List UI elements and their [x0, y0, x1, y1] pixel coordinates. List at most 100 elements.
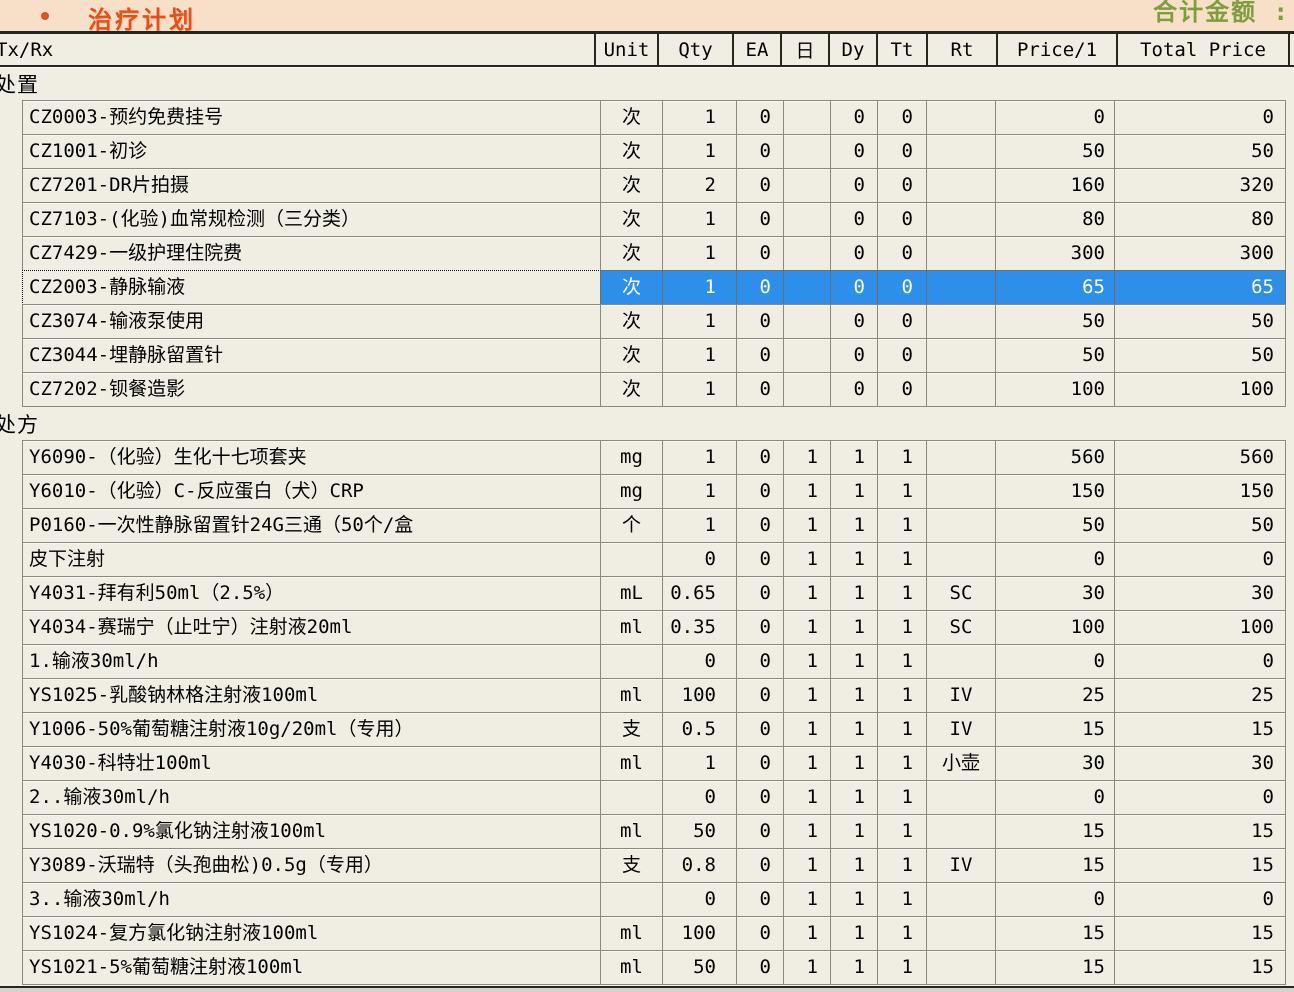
item-name-cell[interactable]: Y4031-拜有利50ml（2.5%） — [22, 576, 601, 611]
ea-cell[interactable]: 0 — [736, 508, 784, 543]
ea-cell[interactable]: 0 — [736, 644, 784, 679]
table-row[interactable]: YS1024-复方氯化钠注射液100ml ml 100 0 1 1 1 15 15 — [0, 916, 1294, 951]
unit-cell[interactable]: 支 — [600, 848, 663, 883]
price-cell[interactable]: 80 — [995, 202, 1115, 237]
day-cell[interactable]: 1 — [783, 610, 831, 645]
table-row[interactable]: CZ1001-初诊次 1 0 0 0 50 50 — [0, 134, 1294, 169]
unit-cell[interactable]: ml — [600, 746, 663, 781]
table-row[interactable]: 3..输液30ml/h 0 0 1 1 1 0 0 — [0, 882, 1294, 917]
qty-cell[interactable]: 1 — [662, 134, 737, 169]
day-cell[interactable]: 1 — [783, 848, 831, 883]
qty-cell[interactable]: 100 — [662, 678, 737, 713]
unit-cell[interactable]: 次 — [600, 100, 663, 135]
item-name-cell[interactable]: CZ3074-输液泵使用 — [22, 304, 601, 339]
day-cell[interactable]: 1 — [783, 882, 831, 917]
day-cell[interactable]: 1 — [783, 542, 831, 577]
dy-cell[interactable]: 1 — [830, 848, 878, 883]
price-cell[interactable]: 50 — [995, 304, 1115, 339]
day-cell[interactable]: 1 — [783, 814, 831, 849]
rt-cell[interactable]: SC — [926, 576, 996, 611]
ea-cell[interactable]: 0 — [736, 202, 784, 237]
qty-cell[interactable]: 1 — [662, 304, 737, 339]
unit-cell[interactable] — [600, 542, 663, 577]
price-cell[interactable]: 0 — [995, 644, 1115, 679]
tt-cell[interactable]: 1 — [877, 780, 927, 815]
item-name-cell[interactable]: YS1021-5%葡萄糖注射液100ml — [22, 950, 601, 985]
tt-cell[interactable]: 1 — [877, 916, 927, 951]
item-name-cell[interactable]: 1.输液30ml/h — [22, 644, 601, 679]
tt-cell[interactable]: 1 — [877, 882, 927, 917]
table-row[interactable]: 皮下注射 0 0 1 1 1 0 0 — [0, 542, 1294, 577]
ea-cell[interactable]: 0 — [736, 678, 784, 713]
unit-cell[interactable]: 次 — [600, 304, 663, 339]
qty-cell[interactable]: 1 — [662, 474, 737, 509]
tt-cell[interactable]: 0 — [877, 304, 927, 339]
ea-cell[interactable]: 0 — [736, 814, 784, 849]
table-row[interactable]: Y4030-科特壮100ml ml 1 0 1 1 1 小壶 30 30 — [0, 746, 1294, 781]
unit-cell[interactable] — [600, 882, 663, 917]
dy-cell[interactable]: 1 — [830, 950, 878, 985]
ea-cell[interactable]: 0 — [736, 372, 784, 407]
unit-cell[interactable]: 个 — [600, 508, 663, 543]
table-row[interactable]: YS1021-5%葡萄糖注射液100ml ml 50 0 1 1 1 15 15 — [0, 950, 1294, 985]
table-row[interactable]: Y1006-50%葡萄糖注射液10g/20ml（专用）支 0.5 0 1 1 1 IV 15 1… — [0, 712, 1294, 747]
total-cell[interactable]: 15 — [1114, 712, 1286, 747]
dy-cell[interactable]: 0 — [830, 372, 878, 407]
item-name-cell[interactable]: CZ1001-初诊 — [22, 134, 601, 169]
rt-cell[interactable] — [926, 338, 996, 373]
dy-cell[interactable]: 0 — [830, 236, 878, 271]
table-row[interactable]: YS1020-0.9%氯化钠注射液100ml ml 50 0 1 1 1 15 15 — [0, 814, 1294, 849]
day-cell[interactable]: 1 — [783, 746, 831, 781]
total-cell[interactable]: 300 — [1114, 236, 1286, 271]
rt-cell[interactable]: IV — [926, 848, 996, 883]
item-name-cell[interactable]: YS1025-乳酸钠林格注射液100ml — [22, 678, 601, 713]
ea-cell[interactable]: 0 — [736, 780, 784, 815]
table-row[interactable]: Y4031-拜有利50ml（2.5%） mL 0.65 0 1 1 1 SC 30 30 — [0, 576, 1294, 611]
tt-cell[interactable]: 1 — [877, 678, 927, 713]
dy-cell[interactable]: 1 — [830, 440, 878, 475]
tt-cell[interactable]: 0 — [877, 270, 927, 305]
total-cell[interactable]: 30 — [1114, 746, 1286, 781]
dy-cell[interactable]: 1 — [830, 678, 878, 713]
price-cell[interactable]: 50 — [995, 338, 1115, 373]
table-row[interactable]: CZ3044-埋静脉留置针次 1 0 0 0 50 50 — [0, 338, 1294, 373]
total-cell[interactable]: 15 — [1114, 848, 1286, 883]
rt-cell[interactable] — [926, 916, 996, 951]
rt-cell[interactable] — [926, 100, 996, 135]
rt-cell[interactable] — [926, 304, 996, 339]
ea-cell[interactable]: 0 — [736, 236, 784, 271]
total-cell[interactable]: 100 — [1114, 610, 1286, 645]
item-name-cell[interactable]: YS1020-0.9%氯化钠注射液100ml — [22, 814, 601, 849]
ea-cell[interactable]: 0 — [736, 542, 784, 577]
unit-cell[interactable]: ml — [600, 916, 663, 951]
rt-cell[interactable] — [926, 474, 996, 509]
rt-cell[interactable] — [926, 780, 996, 815]
tt-cell[interactable]: 0 — [877, 134, 927, 169]
ea-cell[interactable]: 0 — [736, 712, 784, 747]
rt-cell[interactable] — [926, 644, 996, 679]
price-cell[interactable]: 150 — [995, 474, 1115, 509]
qty-cell[interactable]: 1 — [662, 202, 737, 237]
tt-cell[interactable]: 1 — [877, 474, 927, 509]
unit-cell[interactable]: 次 — [600, 202, 663, 237]
tt-cell[interactable]: 0 — [877, 338, 927, 373]
unit-cell[interactable]: ml — [600, 814, 663, 849]
unit-cell[interactable]: mg — [600, 474, 663, 509]
price-cell[interactable]: 15 — [995, 814, 1115, 849]
total-cell[interactable]: 50 — [1114, 508, 1286, 543]
unit-cell[interactable]: 次 — [600, 372, 663, 407]
total-cell[interactable]: 0 — [1114, 542, 1286, 577]
rt-cell[interactable] — [926, 440, 996, 475]
rt-cell[interactable] — [926, 168, 996, 203]
dy-cell[interactable]: 1 — [830, 610, 878, 645]
day-cell[interactable] — [783, 202, 831, 237]
item-name-cell[interactable]: Y3089-沃瑞特（头孢曲松)0.5g（专用） — [22, 848, 601, 883]
rt-cell[interactable] — [926, 814, 996, 849]
rt-cell[interactable]: IV — [926, 678, 996, 713]
unit-cell[interactable] — [600, 644, 663, 679]
price-cell[interactable]: 160 — [995, 168, 1115, 203]
unit-cell[interactable] — [600, 780, 663, 815]
item-name-cell[interactable]: CZ0003-预约免费挂号 — [22, 100, 601, 135]
total-cell[interactable]: 30 — [1114, 576, 1286, 611]
unit-cell[interactable]: 次 — [600, 338, 663, 373]
